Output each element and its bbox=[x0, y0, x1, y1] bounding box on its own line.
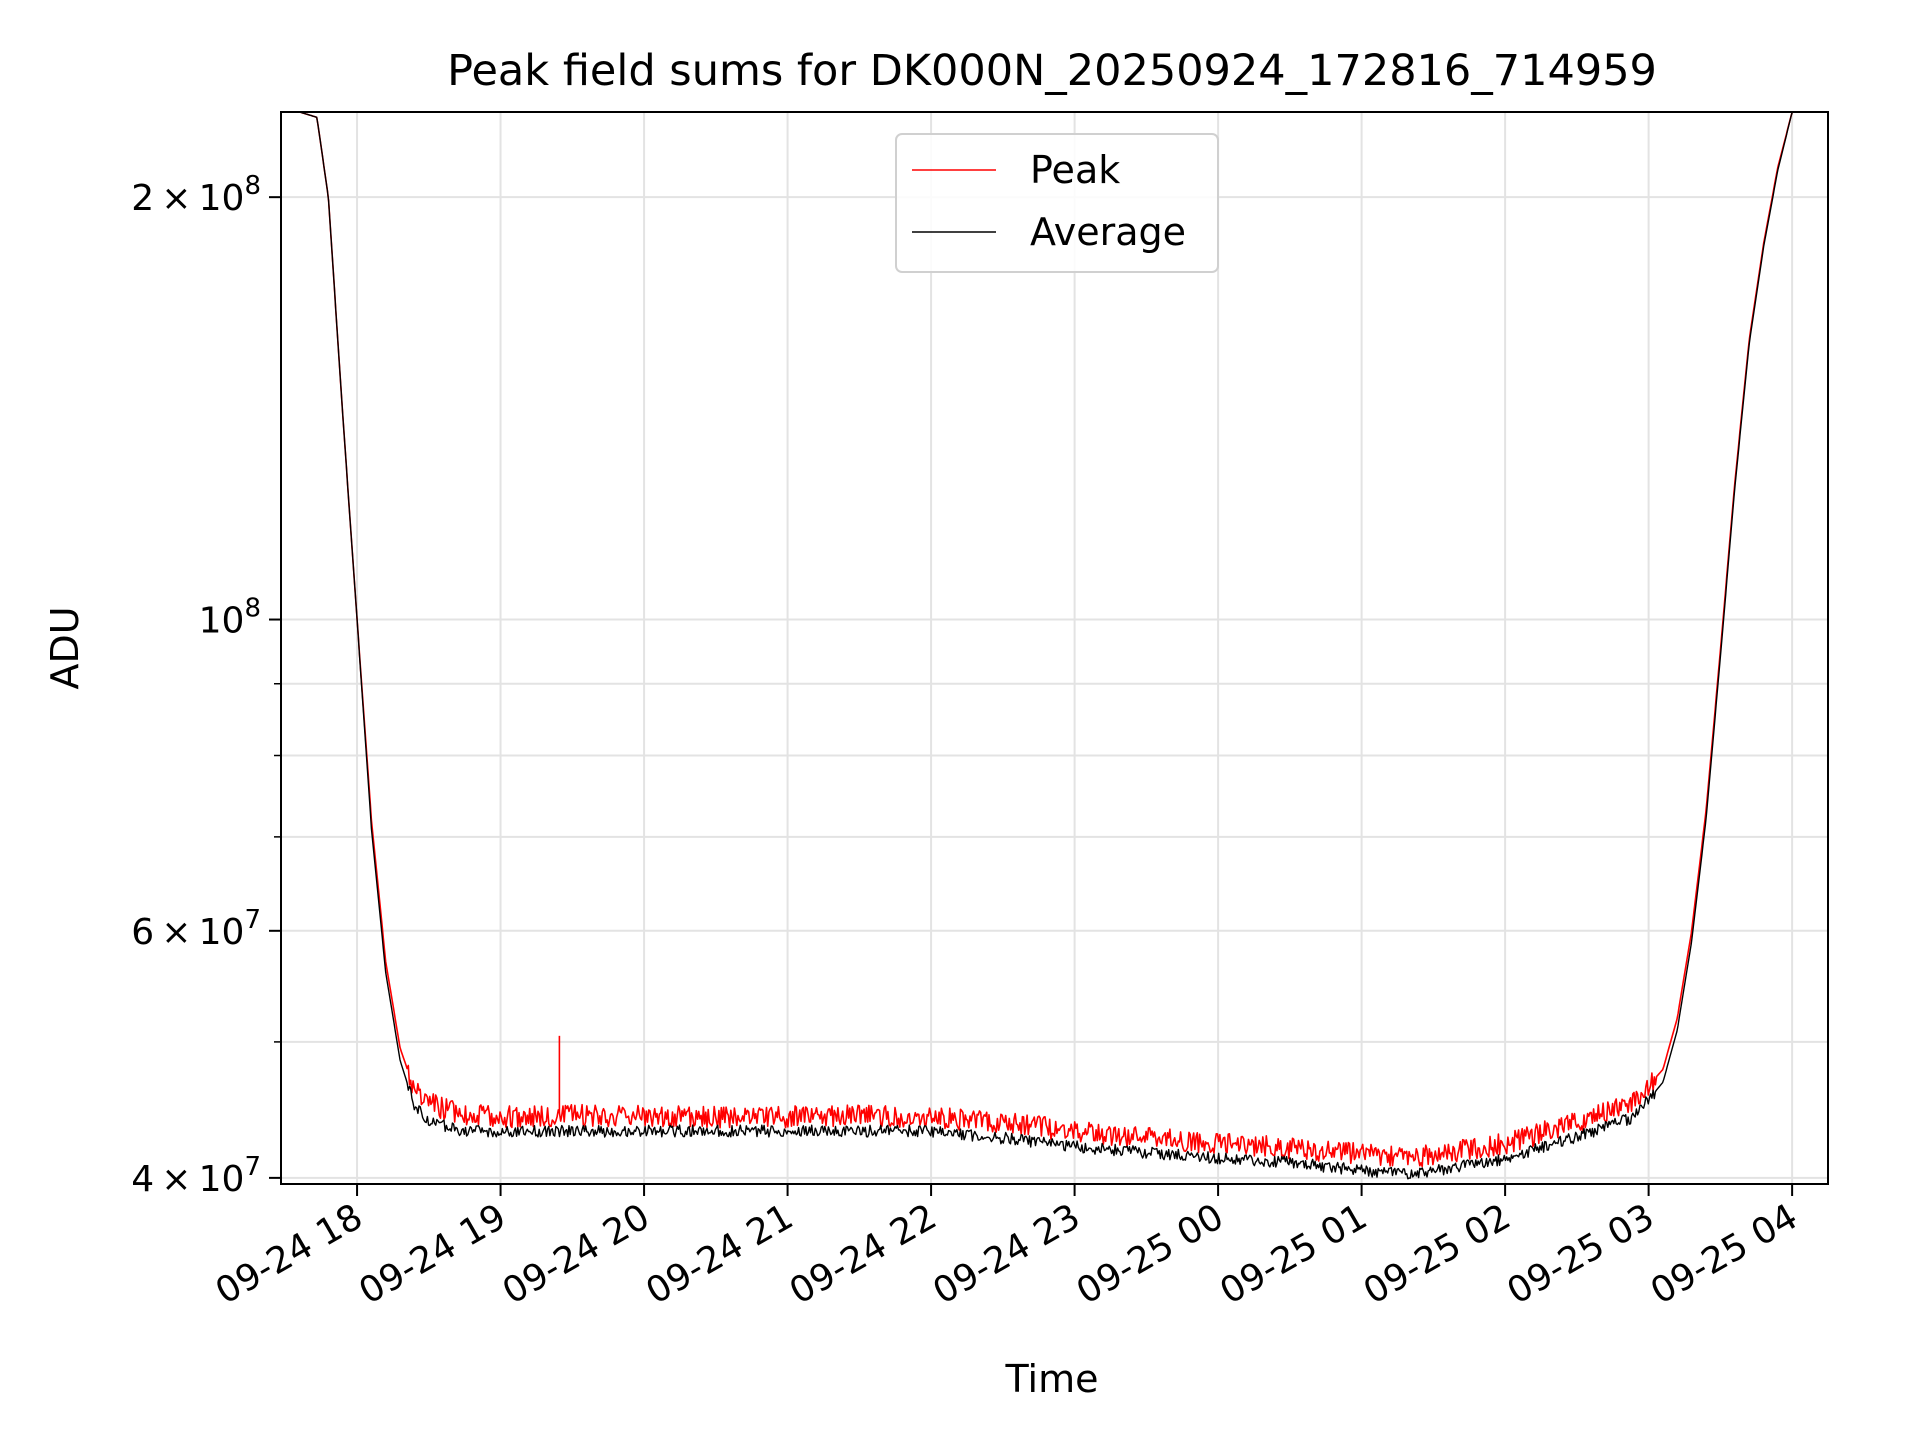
series-line-peak bbox=[281, 111, 1828, 1168]
y-axis-label: ADU bbox=[43, 606, 87, 689]
y-tick-base: 10 bbox=[199, 178, 245, 219]
y-tick-mantissa: 2 bbox=[131, 178, 154, 219]
y-tick-exponent: 8 bbox=[244, 594, 261, 624]
y-tick-label: 4 × 107 bbox=[131, 1152, 261, 1200]
legend-box bbox=[895, 133, 1219, 273]
plot-lines bbox=[281, 111, 1828, 1180]
x-axis-label: Time bbox=[1005, 1357, 1099, 1401]
y-tick-exponent: 7 bbox=[244, 1152, 261, 1182]
y-tick-label: 6 × 107 bbox=[131, 905, 261, 953]
y-tick-label: 2 × 108 bbox=[131, 171, 261, 219]
chart-title: Peak field sums for DK000N_20250924_1728… bbox=[447, 46, 1657, 96]
y-tick-times: × bbox=[154, 1159, 199, 1200]
y-tick-mantissa: 4 bbox=[131, 1159, 154, 1200]
y-tick-label: 108 bbox=[199, 594, 261, 642]
y-tick-exponent: 8 bbox=[244, 171, 261, 201]
plot-frame bbox=[280, 111, 1829, 1185]
y-tick-exponent: 7 bbox=[244, 905, 261, 935]
y-tick-base: 10 bbox=[199, 601, 245, 642]
y-tick-mantissa: 6 bbox=[131, 912, 154, 953]
legend-label-average[interactable]: Average bbox=[1030, 210, 1186, 254]
legend-label-peak[interactable]: Peak bbox=[1030, 148, 1120, 192]
y-tick-base: 10 bbox=[199, 912, 245, 953]
series-line-average bbox=[281, 111, 1828, 1180]
y-tick-base: 10 bbox=[199, 1159, 245, 1200]
legend[interactable]: Peak Average bbox=[895, 133, 1219, 273]
grid bbox=[281, 112, 1828, 1184]
y-tick-times: × bbox=[154, 912, 199, 953]
y-tick-times: × bbox=[154, 178, 199, 219]
